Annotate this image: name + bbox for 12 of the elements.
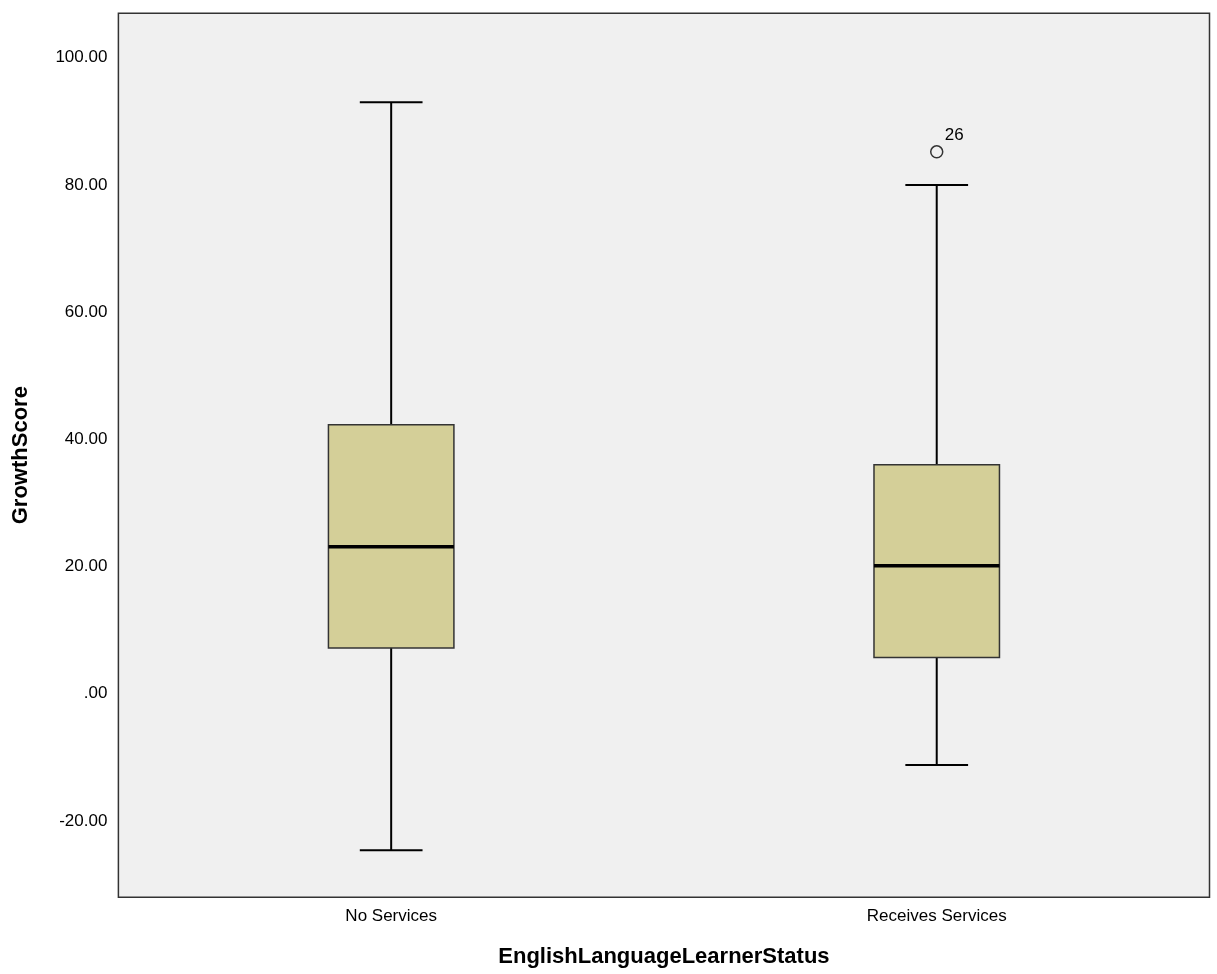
y-tick-label: .00: [83, 683, 108, 703]
annotation: 26: [944, 125, 964, 145]
y-axis-title: GrowthScore: [7, 386, 33, 525]
y-tick-label: -20.00: [59, 810, 108, 830]
y-tick-label: 40.00: [64, 428, 108, 448]
y-tick-label: 100.00: [55, 47, 108, 67]
x-tick-label: Receives Services: [866, 906, 1007, 926]
y-tick-label: 20.00: [64, 556, 108, 576]
x-axis-title: EnglishLanguageLearnerStatus: [498, 942, 830, 968]
x-tick-label: No Services: [345, 906, 437, 926]
y-tick-label: 80.00: [64, 174, 108, 194]
y-tick-label: 60.00: [64, 301, 108, 321]
